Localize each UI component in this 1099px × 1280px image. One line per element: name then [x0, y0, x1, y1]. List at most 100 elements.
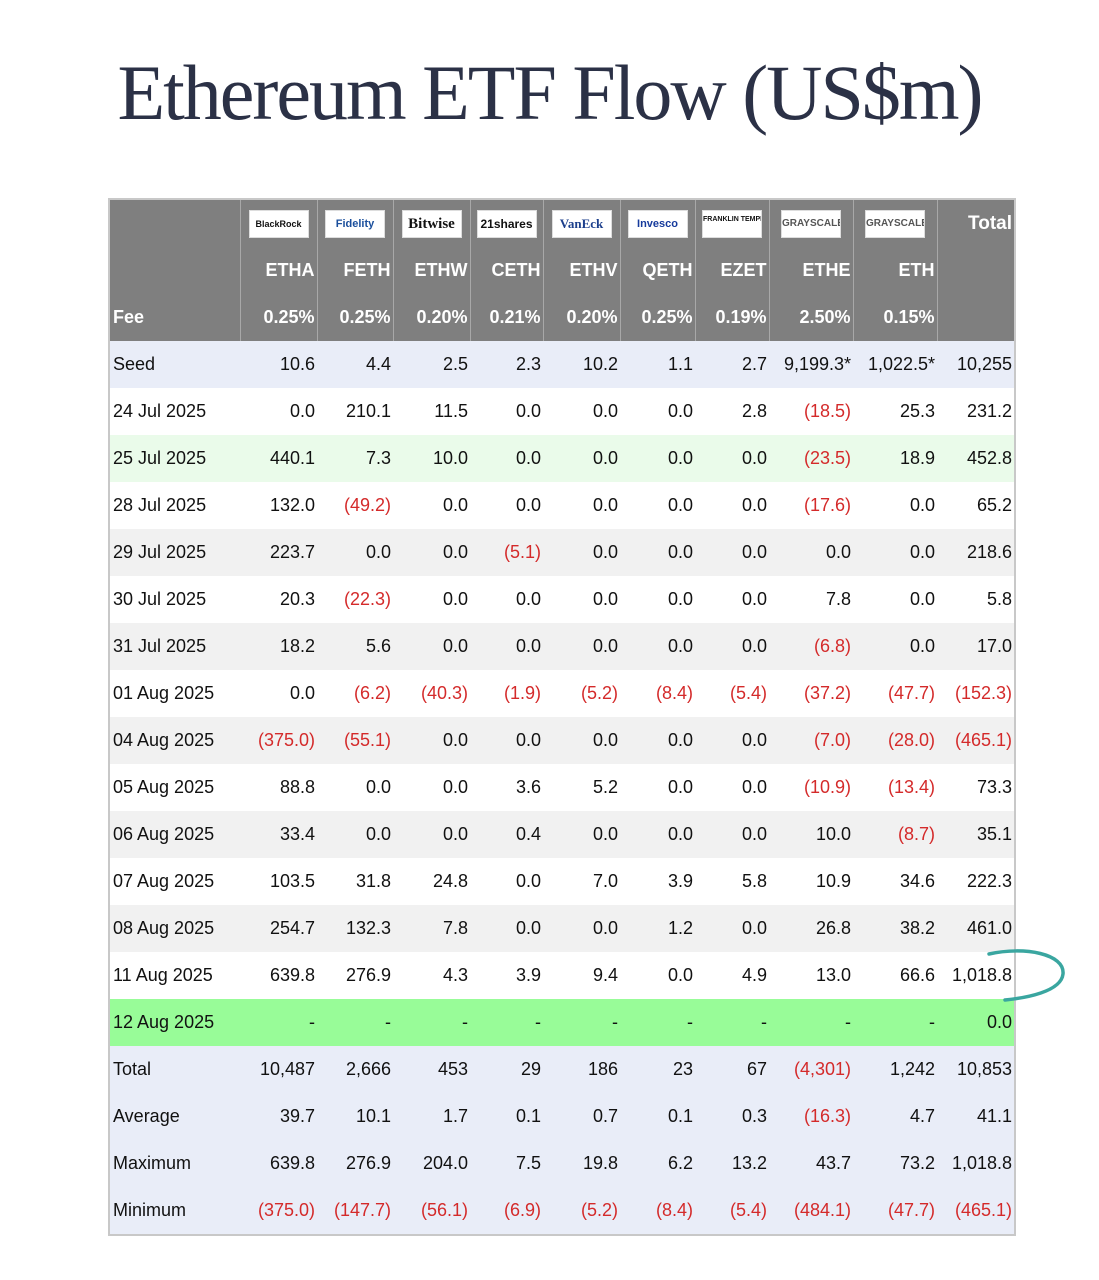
- flow-cell: 7.3: [317, 435, 393, 482]
- row-label: 31 Jul 2025: [109, 623, 240, 670]
- flow-cell: (8.7): [853, 811, 937, 858]
- flow-cell: 4.4: [317, 341, 393, 388]
- flow-cell: 0.0: [853, 482, 937, 529]
- flow-cell: 7.8: [393, 905, 470, 952]
- row-label: 29 Jul 2025: [109, 529, 240, 576]
- issuer-logo-row: BlackRock Fidelity Bitwise 21shares VanE…: [109, 199, 1015, 247]
- flow-cell: 67: [695, 1046, 769, 1093]
- flow-cell: 223.7: [240, 529, 317, 576]
- flow-cell: 0.0: [620, 623, 695, 670]
- flow-cell: 0.0: [393, 576, 470, 623]
- flow-cell: 204.0: [393, 1140, 470, 1187]
- flow-cell: 10,853: [937, 1046, 1015, 1093]
- table-row: 07 Aug 2025 103.5 31.8 24.8 0.0 7.0 3.9 5.8 10.9…: [109, 858, 1015, 905]
- flow-cell: (484.1): [769, 1187, 853, 1235]
- row-label: Total: [109, 1046, 240, 1093]
- fee-label: Fee: [109, 294, 240, 341]
- flow-cell: 276.9: [317, 952, 393, 999]
- flow-cell: 7.5: [470, 1140, 543, 1187]
- flow-cell: 218.6: [937, 529, 1015, 576]
- flow-cell: 0.0: [393, 482, 470, 529]
- flow-cell: 5.2: [543, 764, 620, 811]
- fee: 0.25%: [316, 294, 393, 341]
- 21shares-logo: 21shares: [476, 209, 537, 238]
- flow-cell: 0.1: [470, 1093, 543, 1140]
- flow-cell: 4.9: [695, 952, 769, 999]
- flow-cell: (8.4): [620, 1187, 695, 1235]
- flow-cell: 0.0: [853, 623, 937, 670]
- flow-cell: 0.0: [543, 482, 620, 529]
- flow-cell: 2.5: [393, 341, 470, 388]
- flow-cell: 17.0: [937, 623, 1015, 670]
- flow-cell: 38.2: [853, 905, 937, 952]
- flow-cell: 3.9: [470, 952, 543, 999]
- flow-cell: 0.0: [543, 435, 620, 482]
- row-label: 04 Aug 2025: [109, 717, 240, 764]
- flow-cell: 0.0: [769, 529, 853, 576]
- flow-cell: (375.0): [240, 717, 317, 764]
- table-row: 01 Aug 2025 0.0 (6.2) (40.3) (1.9) (5.2) (8.4)…: [109, 670, 1015, 717]
- flow-cell: 231.2: [937, 388, 1015, 435]
- flow-cell: (16.3): [769, 1093, 853, 1140]
- flow-cell: 0.0: [695, 529, 769, 576]
- table-row: 12 Aug 2025- - - - - - - - -0.0: [109, 999, 1015, 1046]
- flow-cell: (37.2): [769, 670, 853, 717]
- ticker: EZET: [694, 247, 769, 294]
- flow-cell: (6.2): [317, 670, 393, 717]
- flow-cell: 6.2: [620, 1140, 695, 1187]
- etf-flow-table: BlackRock Fidelity Bitwise 21shares VanE…: [108, 198, 1016, 1236]
- ticker: ETH: [852, 247, 937, 294]
- flow-cell: 452.8: [937, 435, 1015, 482]
- flow-cell: (7.0): [769, 717, 853, 764]
- flow-cell: 0.0: [470, 576, 543, 623]
- flow-cell: 3.9: [620, 858, 695, 905]
- flow-cell: 0.0: [240, 670, 317, 717]
- flow-cell: 4.3: [393, 952, 470, 999]
- flow-cell: 453: [393, 1046, 470, 1093]
- flow-cell: 0.0: [620, 576, 695, 623]
- flow-cell: 1,018.8: [937, 952, 1015, 999]
- flow-cell: (147.7): [317, 1187, 393, 1235]
- fee: 0.20%: [392, 294, 470, 341]
- corner-cell: [109, 199, 240, 247]
- flow-cell: -: [620, 999, 695, 1046]
- flow-cell: 0.0: [470, 482, 543, 529]
- flow-cell: (47.7): [853, 670, 937, 717]
- flow-cell: 0.0: [620, 811, 695, 858]
- ticker: CETH: [469, 247, 543, 294]
- flow-cell: 1,022.5*: [853, 341, 937, 388]
- flow-cell: 0.0: [393, 764, 470, 811]
- table-row: Minimum (375.0) (147.7) (56.1) (6.9) (5.2) (8.…: [109, 1187, 1015, 1235]
- flow-cell: 0.0: [393, 529, 470, 576]
- fee: 0.25%: [239, 294, 317, 341]
- flow-cell: 1.2: [620, 905, 695, 952]
- flow-cell: 276.9: [317, 1140, 393, 1187]
- fee: 2.50%: [768, 294, 853, 341]
- flow-cell: 43.7: [769, 1140, 853, 1187]
- flow-cell: 0.0: [393, 623, 470, 670]
- flow-cell: 0.1: [620, 1093, 695, 1140]
- flow-cell: 0.3: [695, 1093, 769, 1140]
- flow-cell: 10,487: [240, 1046, 317, 1093]
- flow-cell: 7.8: [769, 576, 853, 623]
- table-row: Average 39.7 10.1 1.7 0.1 0.7 0.1 0.3 (16.3) 4.7 4…: [109, 1093, 1015, 1140]
- ticker: ETHW: [392, 247, 470, 294]
- flow-cell: 0.0: [393, 811, 470, 858]
- flow-cell: 0.0: [470, 388, 543, 435]
- row-label: 01 Aug 2025: [109, 670, 240, 717]
- row-label: 12 Aug 2025: [109, 999, 240, 1046]
- flow-cell: 20.3: [240, 576, 317, 623]
- ticker: QETH: [619, 247, 695, 294]
- flow-cell: 33.4: [240, 811, 317, 858]
- flow-cell: 0.0: [543, 576, 620, 623]
- flow-cell: 0.0: [543, 717, 620, 764]
- fee: 0.21%: [469, 294, 543, 341]
- flow-cell: 0.0: [470, 858, 543, 905]
- flow-cell: 10.9: [769, 858, 853, 905]
- flow-cell: -: [240, 999, 317, 1046]
- flow-cell: 2.3: [470, 341, 543, 388]
- flow-cell: 13.0: [769, 952, 853, 999]
- row-label: 30 Jul 2025: [109, 576, 240, 623]
- flow-cell: 9.4: [543, 952, 620, 999]
- flow-cell: (8.4): [620, 670, 695, 717]
